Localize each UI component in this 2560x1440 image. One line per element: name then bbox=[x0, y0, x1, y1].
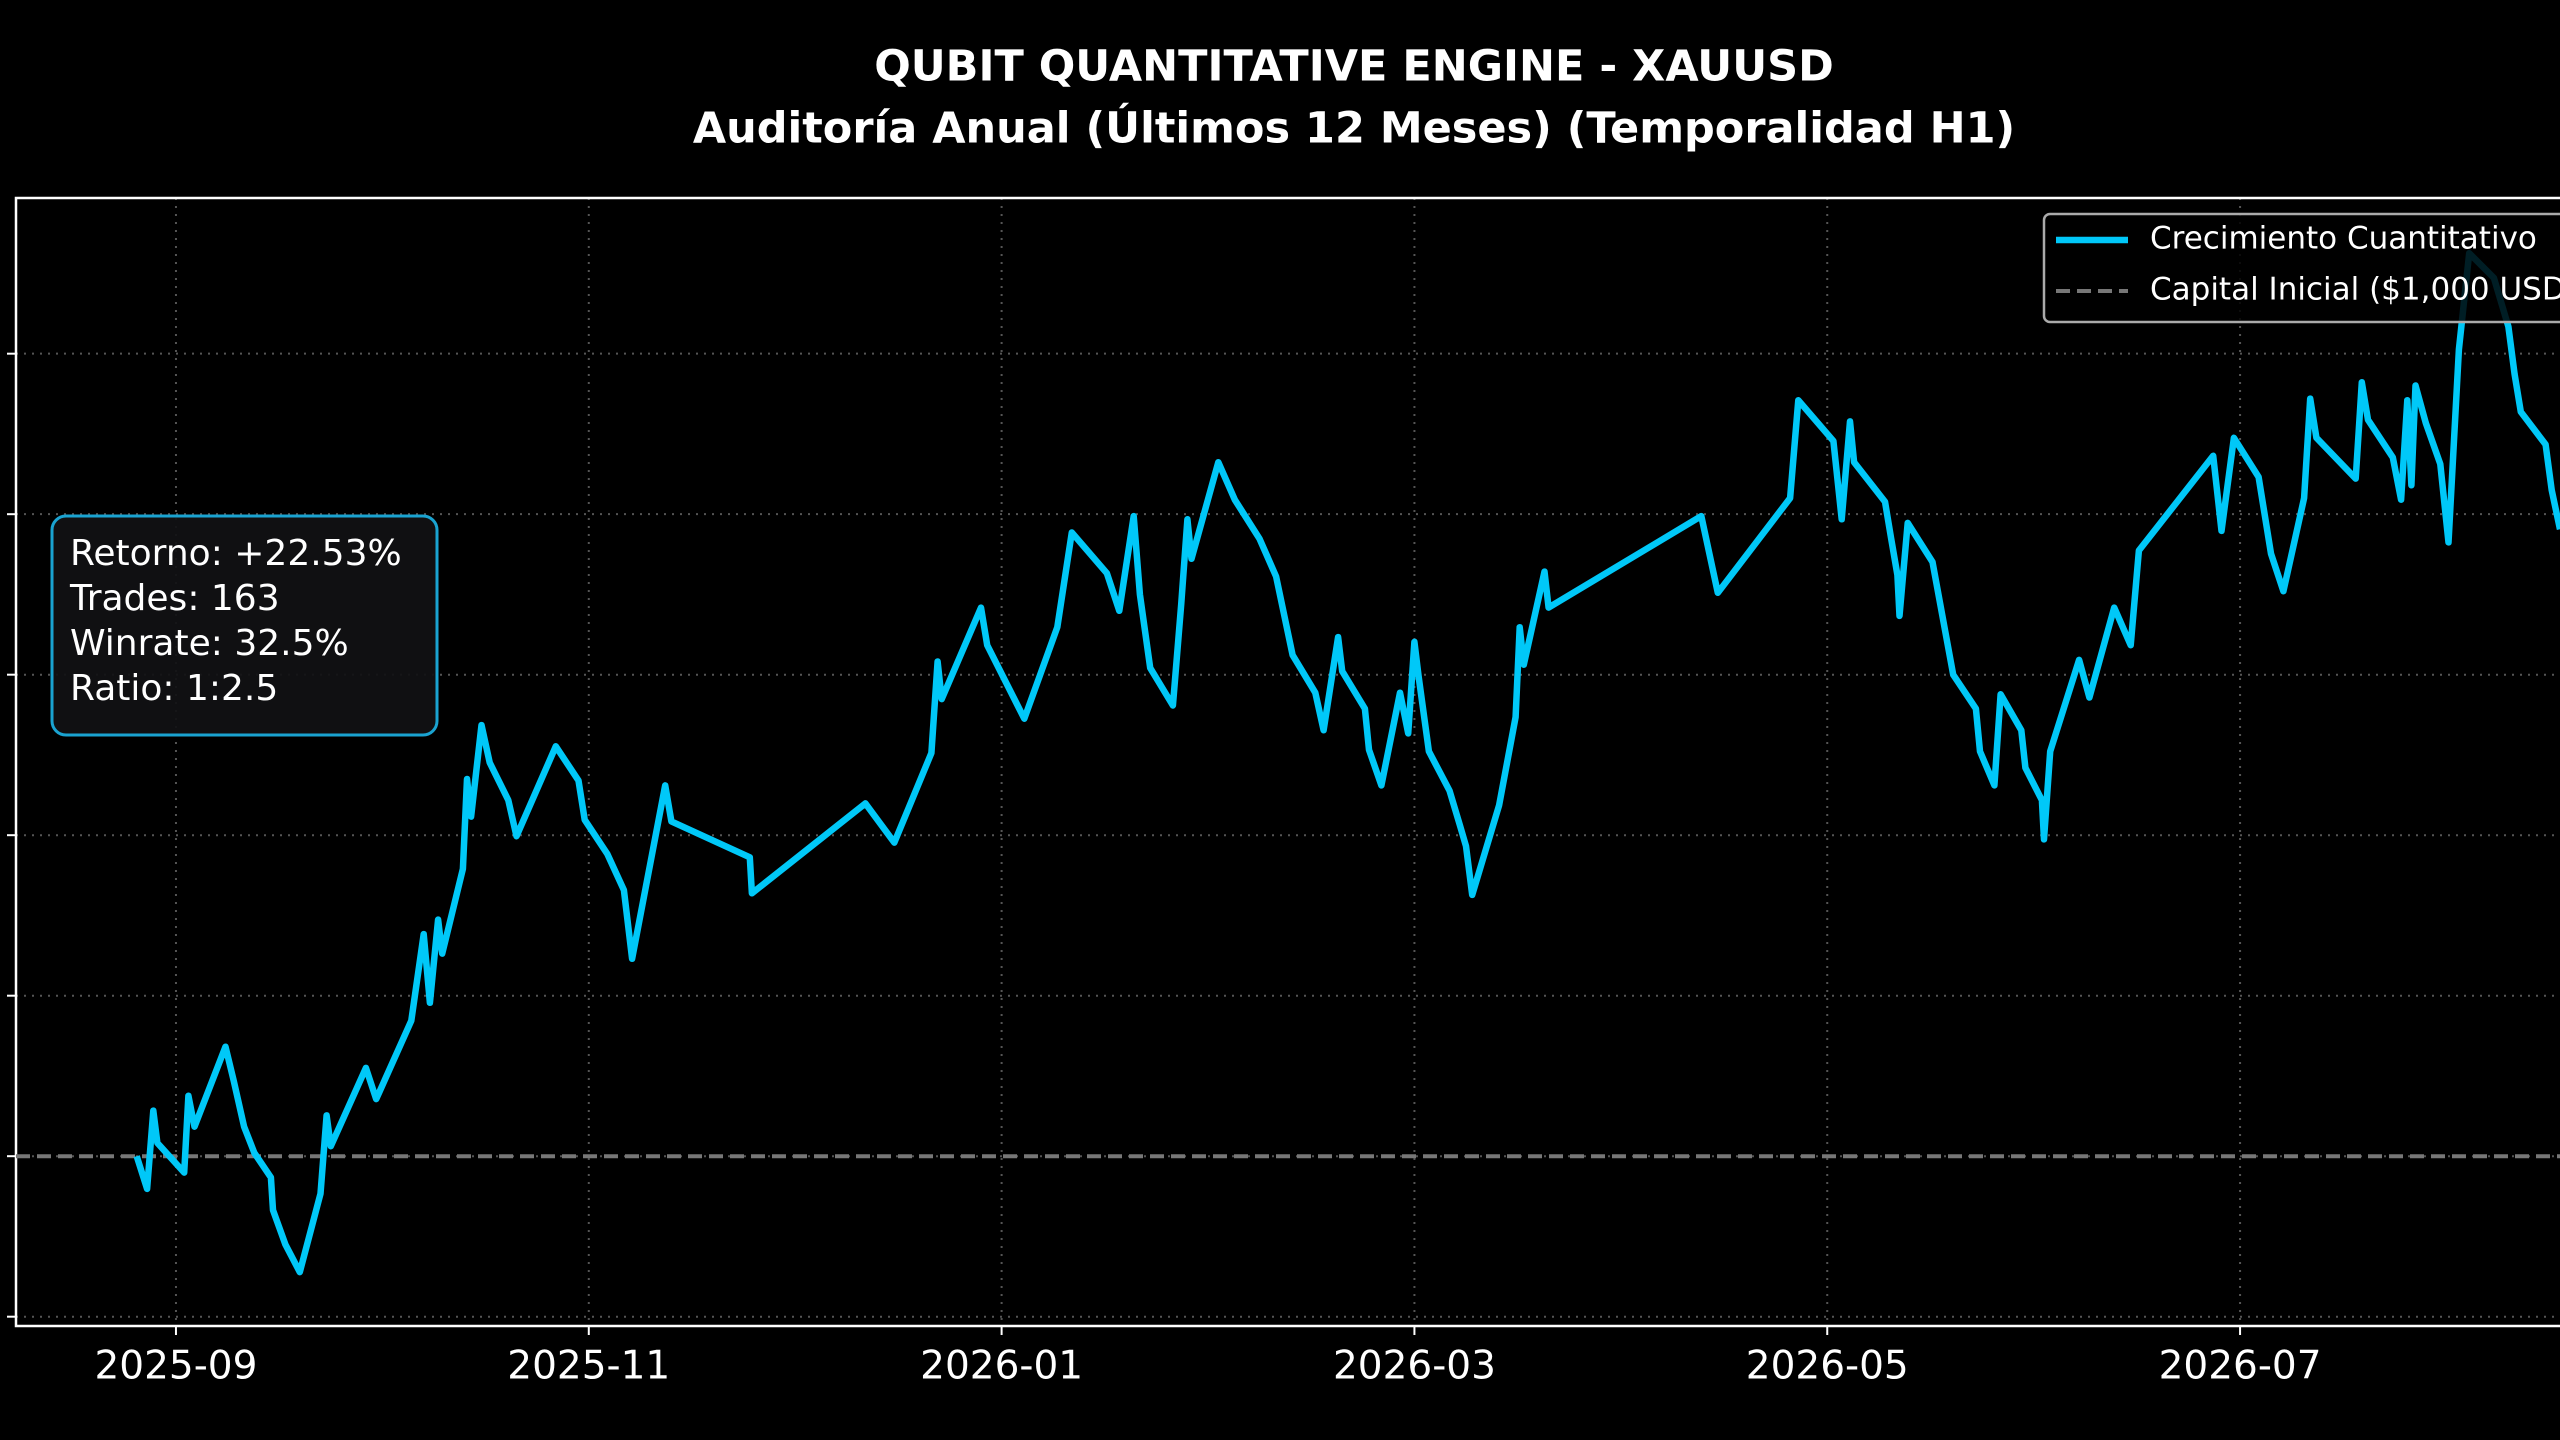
legend-label: Capital Inicial ($1,000 USD) bbox=[2150, 272, 2560, 308]
x-tick-label: 2025-11 bbox=[507, 1344, 670, 1389]
x-tick-label: 2026-07 bbox=[2159, 1344, 2322, 1389]
x-tick-label: 2025-09 bbox=[94, 1344, 257, 1389]
stats-text: Retorno: +22.53% bbox=[70, 533, 402, 574]
legend-box bbox=[2042, 212, 2560, 324]
x-tick-label: 2026-03 bbox=[1333, 1344, 1496, 1389]
stats-text: Trades: 163 bbox=[69, 578, 280, 619]
chart-title: QUBIT QUANTITATIVE ENGINE - XAUUSD bbox=[874, 42, 1834, 92]
plot-frame bbox=[14, 196, 2560, 1328]
x-tick-label: 2026-01 bbox=[920, 1344, 1083, 1389]
chart-subtitle: Auditoría Anual (Últimos 12 Meses) (Temp… bbox=[693, 103, 2015, 154]
stats-text: Ratio: 1:2.5 bbox=[70, 668, 278, 709]
equity-line bbox=[133, 249, 2560, 1276]
stats-text: Winrate: 32.5% bbox=[70, 623, 349, 664]
x-tick-label: 2026-05 bbox=[1746, 1344, 1909, 1389]
stats-box bbox=[50, 514, 439, 737]
legend-label: Crecimiento Cuantitativo bbox=[2150, 221, 2537, 257]
